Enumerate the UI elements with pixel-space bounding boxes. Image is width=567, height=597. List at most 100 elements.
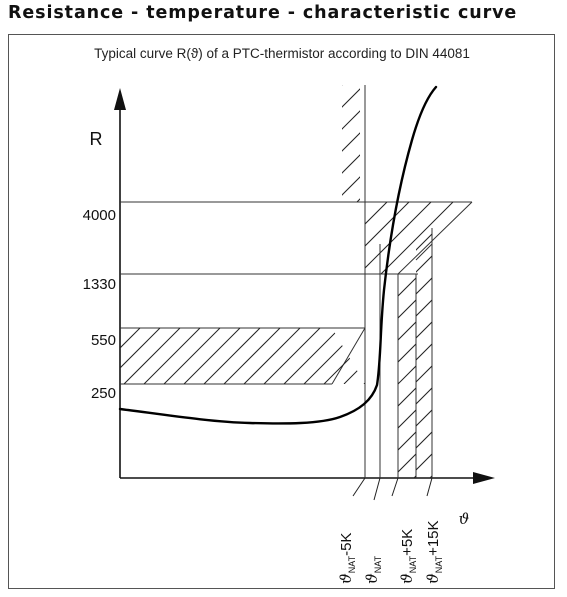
hatch-region-right-outer [416,228,567,478]
hatch-region-right [398,274,567,478]
hatch-line [123,328,181,384]
hatch-line [342,85,360,202]
reference-lines [120,201,473,385]
hatch-line [468,202,472,274]
hatch-line [120,328,141,384]
hatch-lines [342,85,567,202]
x-tick-mark-nat-plus-5k [391,477,399,497]
hatch-line [540,228,567,478]
y-axis-arrow [114,88,126,110]
hatch-line [535,202,567,274]
y-tick-label-550: 550 [91,332,116,349]
x-tick-mark-nat [373,477,381,501]
hatch-line [398,274,416,478]
hatch-line [398,274,416,478]
hatch-line [356,85,360,202]
hatch-line [416,228,432,478]
hatch-line [223,328,281,384]
hatch-line [342,85,360,202]
hatch-line [343,328,365,384]
ptc-curve [118,85,438,425]
hatch-line [379,85,496,202]
hatch-line [342,85,360,202]
hatch-lines [365,202,567,274]
hatch-line [416,228,432,478]
hatch-line [546,274,567,478]
hatch-line [363,328,365,384]
hatch-line [398,274,399,478]
x-axis-label: ϑ [459,510,470,528]
hatch-line [491,202,563,274]
hatch-line [365,202,366,274]
hatch-line [342,85,343,202]
hatch-line [518,228,567,478]
hatch-line [562,228,567,478]
y-tick-label-1330: 1330 [83,276,116,293]
hatch-line [365,202,410,274]
tolerance-edge-upper-inner [415,243,433,261]
hatch-line [480,274,567,478]
x-tick-mark-nat-minus-5k [352,477,366,497]
x-tick-label-nat: ϑNAT [363,555,383,584]
hatch-line [342,85,360,202]
hatch-line [524,274,567,478]
hatch-line [446,202,472,274]
hatch-line [342,85,360,202]
x-tick-mark-nat-plus-15k [426,477,433,497]
hatch-line [416,228,432,478]
hatch-line [243,328,301,384]
hatch-line [474,228,567,478]
chart-frame [8,34,555,589]
hatch-line [445,85,562,202]
hatch-line [423,85,540,202]
hatch-line [429,228,432,478]
hatch-line [416,228,432,478]
hatch-line [416,228,417,478]
hatch-line [496,228,567,478]
hatch-line [365,202,432,274]
tolerance-edge-lower [331,327,366,385]
hatch-line [452,228,567,478]
tolerance-edge-upper [397,201,473,275]
hatch-line [163,328,221,384]
hatch-region-upper-right [365,202,567,274]
chart-heading: Resistance - temperature - characteristi… [8,3,518,23]
x-axis-arrow [473,472,495,484]
hatch-line [398,274,416,478]
hatch-line [143,328,201,384]
hatch-line [398,274,416,478]
x-tick-label-nat-minus-5k: ϑNAT-5K [337,533,357,584]
hatch-line [416,228,432,478]
hatch-line [402,202,472,274]
hatch-line [436,274,567,478]
hatch-line [203,328,261,384]
hatch-line [458,274,567,478]
x-tick-labels: ϑNAT-5K ϑNAT ϑNAT+5K ϑNAT+15K [337,520,444,584]
hatch-line [401,85,518,202]
hatch-line [120,328,161,384]
chart-title: Typical curve R(ϑ) of a PTC-thermistor a… [94,46,470,61]
hatch-line [283,328,341,384]
hatch-line [416,228,432,478]
hatch-lines [120,328,365,384]
hatch-lines [416,228,567,478]
x-tick-label-nat-plus-15k: ϑNAT+15K [424,520,444,584]
hatch-line [183,328,241,384]
hatch-line [398,274,416,478]
hatch-line [416,228,432,478]
hatch-line [365,202,388,274]
hatch-line [502,274,567,478]
y-tick-label-250: 250 [91,385,116,402]
hatch-line [467,85,567,202]
y-tick-label-4000: 4000 [83,207,116,224]
limit-lines [364,85,433,478]
x-tick-marks [352,477,433,501]
y-axis-label: R [90,129,103,149]
hatch-region-lower-left [120,328,365,384]
hatch-line [413,274,416,478]
hatch-line [416,228,432,478]
axes [114,88,495,484]
x-tick-label-nat-plus-5k: ϑNAT+5K [398,529,418,584]
hatch-region-upper [342,85,567,202]
